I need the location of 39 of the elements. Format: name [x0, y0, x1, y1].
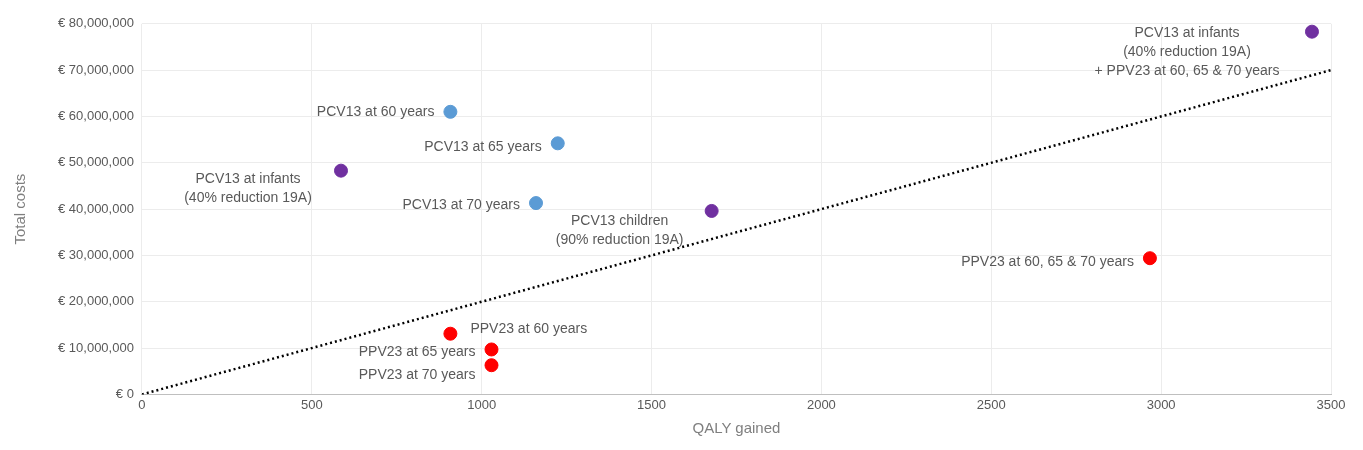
x-tick-label: 2000: [806, 396, 836, 412]
point: [443, 104, 458, 119]
x-tick-label: 3500: [1316, 396, 1346, 412]
point: [484, 358, 499, 373]
y-tick-label: € 60,000,000: [58, 108, 134, 124]
annotation: PPV23 at 70 years: [358, 366, 476, 383]
y-tick-label: € 70,000,000: [58, 61, 134, 77]
annotation: PCV13 at 70 years: [402, 195, 521, 212]
x-tick-label: 2500: [976, 396, 1006, 412]
point: [550, 136, 565, 151]
annotation: PCV13 at 65 years: [424, 138, 542, 155]
point: [1142, 251, 1157, 266]
y-tick-label: € 20,000,000: [58, 293, 134, 309]
point: [529, 196, 544, 211]
x-tick-label: 3000: [1146, 396, 1176, 412]
point: [704, 203, 719, 218]
x-tick-label: 0: [138, 396, 146, 412]
x-tick-label: 500: [300, 396, 323, 412]
point: [484, 342, 499, 357]
annotation: PPV23 at 65 years: [358, 343, 476, 360]
annotation: PPV23 at 60 years: [470, 319, 588, 336]
annotation: PCV13 at 60 years: [316, 102, 435, 119]
x-axis-title: QALY gained: [692, 419, 781, 437]
y-tick-label: € 40,000,000: [58, 200, 134, 216]
y-tick-label: € 30,000,000: [58, 247, 134, 262]
y-tick-label: € 50,000,000: [58, 154, 134, 170]
y-axis-title: Total costs: [11, 173, 29, 245]
annotation: PCV13 at infants (40% reduction 19A) + PPV23 at 60, 65 & 70 years: [1094, 23, 1280, 78]
annotation: PCV13 at infants (40% reduction 19A): [184, 169, 312, 205]
point: [1304, 24, 1319, 39]
point: [333, 163, 348, 178]
x-tick-label: 1500: [637, 396, 666, 412]
x-tick-label: 1000: [467, 396, 497, 412]
y-tick-label: € 0: [115, 385, 134, 401]
point: [443, 326, 458, 341]
y-tick-label: € 80,000,000: [58, 15, 134, 31]
y-tick-label: € 10,000,000: [58, 339, 134, 355]
annotation: PPV23 at 60, 65 & 70 years: [961, 253, 1134, 270]
annotation: PCV13 children (90% reduction 19A): [555, 211, 684, 247]
